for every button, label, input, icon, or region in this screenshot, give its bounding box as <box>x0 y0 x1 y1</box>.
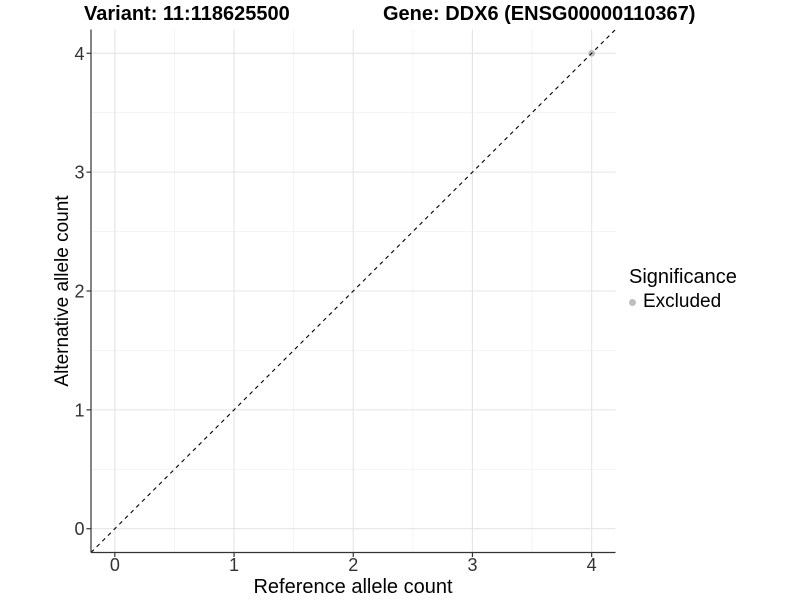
x-tick-label: 1 <box>229 555 239 575</box>
legend-entry-label: Excluded <box>643 291 722 312</box>
identity-reference-line <box>90 29 616 553</box>
y-tick-label: 4 <box>74 44 84 64</box>
x-tick-label: 2 <box>348 555 358 575</box>
gene-title: Gene: DDX6 (ENSG00000110367) <box>383 3 696 25</box>
y-tick-label: 3 <box>74 163 84 183</box>
y-tick-label: 2 <box>74 282 84 302</box>
legend-title: Significance <box>629 266 737 288</box>
legend-entry-excluded: Excluded <box>629 291 737 313</box>
x-axis-title: Reference allele count <box>253 576 453 598</box>
y-axis-title: Alternative allele count <box>52 195 73 387</box>
variant-title: Variant: 11:118625500 <box>84 3 290 25</box>
x-tick-label: 4 <box>587 555 597 575</box>
legend: Significance Excluded <box>629 265 737 313</box>
x-tick-label: 3 <box>467 555 477 575</box>
excluded-marker-icon <box>629 298 636 306</box>
y-tick-label: 1 <box>74 400 84 420</box>
x-tick-label: 0 <box>110 555 120 575</box>
y-tick-label: 0 <box>74 519 84 539</box>
